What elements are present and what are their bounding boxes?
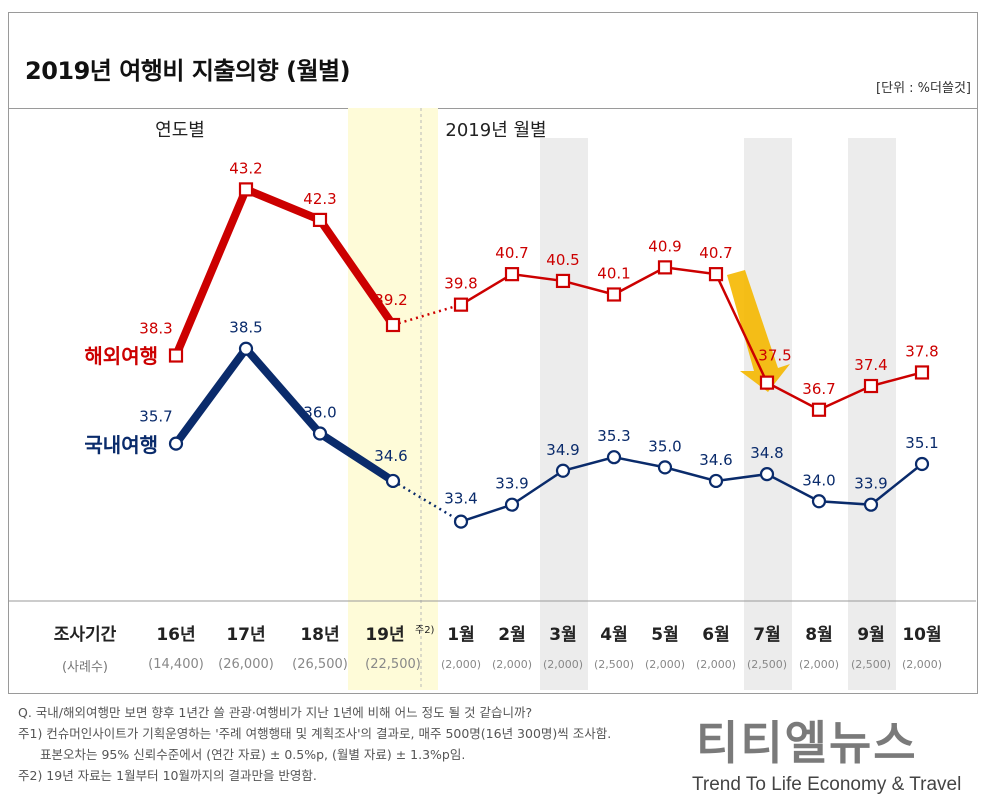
footnotes: Q. 국내/해외여행만 보면 향후 1년간 쓸 관광·여행비가 지난 1년에 비… bbox=[18, 702, 611, 786]
note-1: 주1) 컨슈머인사이트가 기획운영하는 '주례 여행행태 및 계획조사'의 결과… bbox=[18, 726, 612, 741]
unit-note: [단위 : %더쓸것] bbox=[876, 81, 971, 96]
note-1-error: 표본오차는 95% 신뢰수준에서 (연간 자료) ± 0.5%p, (월별 자료… bbox=[40, 747, 466, 762]
watermark-tagline: Trend To Life Economy & Travel bbox=[692, 774, 962, 795]
note-question: Q. 국내/해외여행만 보면 향후 1년간 쓸 관광·여행비가 지난 1년에 비… bbox=[18, 705, 533, 720]
watermark-logo: 티티엘뉴스 Trend To Life Economy & Travel bbox=[692, 718, 982, 796]
title-bar: 2019년 여행비 지출의향 (월별) bbox=[9, 13, 977, 109]
chart-title: 2019년 여행비 지출의향 (월별) bbox=[25, 57, 351, 85]
note-2: 주2) 19년 자료는 1월부터 10월까지의 결과만을 반영함. bbox=[18, 768, 317, 783]
watermark-brand: 티티엘뉴스 bbox=[696, 716, 918, 770]
chart-frame bbox=[8, 12, 978, 694]
